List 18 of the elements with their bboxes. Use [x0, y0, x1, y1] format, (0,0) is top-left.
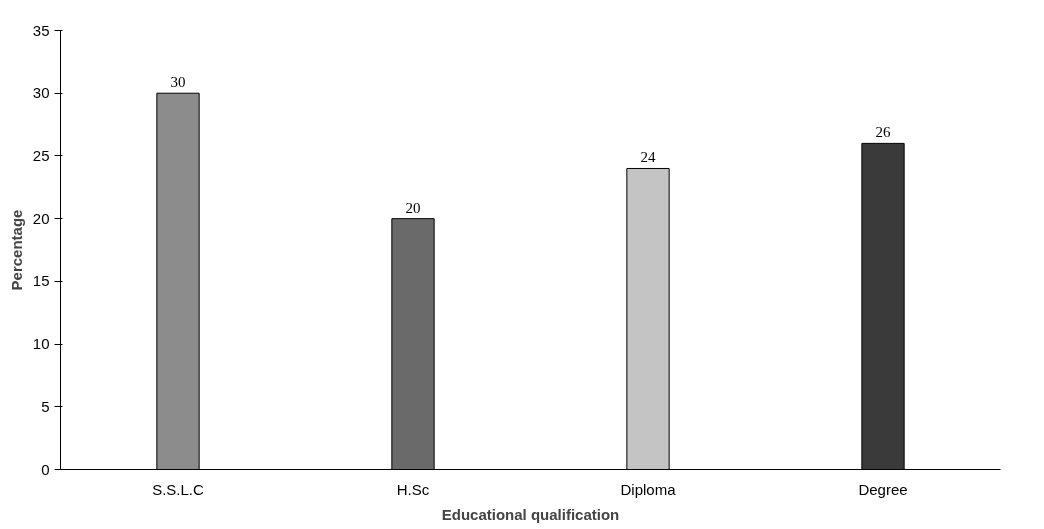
y-tick-label: 20: [32, 209, 50, 227]
y-tick-label: 10: [32, 335, 50, 353]
x-tick-label: S.S.L.C: [152, 480, 205, 498]
y-tick-label: 0: [41, 460, 50, 478]
data-label: 20: [405, 199, 421, 216]
x-axis-title: Educational qualification: [441, 505, 620, 523]
y-tick-label: 35: [32, 21, 50, 39]
data-label: 24: [640, 149, 656, 166]
x-tick-label: Degree: [858, 480, 908, 498]
y-tick-label: 5: [41, 397, 50, 415]
y-tick-label: 25: [32, 146, 50, 164]
x-tick-label: H.Sc: [396, 480, 430, 498]
y-axis-title: Percentage: [7, 209, 25, 291]
y-tick-label: 15: [32, 272, 50, 290]
data-label: 26: [875, 124, 891, 141]
x-tick-label: Diploma: [620, 480, 677, 498]
y-tick-label: 30: [32, 84, 50, 102]
data-label: 30: [170, 74, 186, 91]
